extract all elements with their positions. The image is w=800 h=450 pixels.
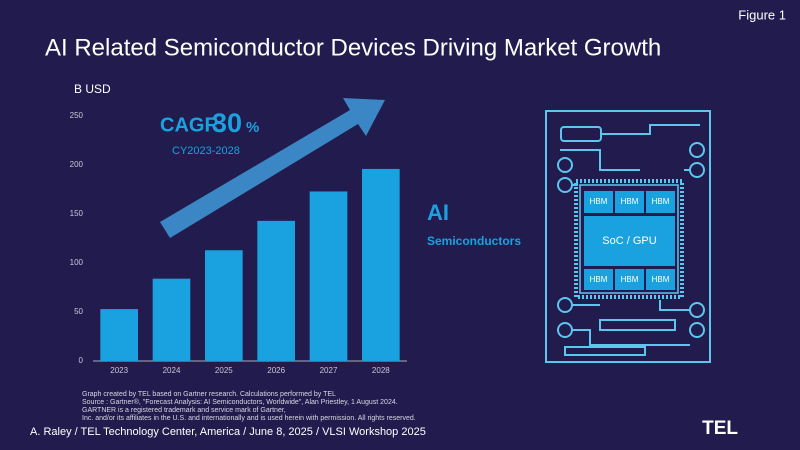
- hbm-block: [584, 269, 613, 290]
- bar: [309, 191, 348, 361]
- chip-blocks: [584, 191, 675, 290]
- cagr-value: 30: [212, 108, 242, 138]
- x-tick-label: 2024: [163, 366, 181, 375]
- x-tick-label: 2027: [320, 366, 338, 375]
- y-axis-label: B USD: [74, 82, 111, 96]
- bar: [204, 250, 243, 361]
- figure-label: Figure 1: [738, 7, 786, 22]
- chip-diagram: [545, 110, 711, 363]
- hbm-label: HBM: [621, 197, 639, 206]
- hbm-block: [615, 191, 644, 213]
- hbm-block: [646, 191, 675, 213]
- board-outline: [545, 110, 711, 363]
- pad: [689, 322, 705, 338]
- soc-block: [584, 216, 675, 266]
- slide-title: AI Related Semiconductor Devices Driving…: [45, 34, 661, 61]
- trace: [601, 124, 700, 135]
- cagr-label: CAGR: [160, 114, 219, 136]
- growth-arrow: [160, 98, 385, 238]
- bar: [100, 309, 139, 361]
- pad: [689, 142, 705, 158]
- bar: [361, 168, 400, 361]
- trace: [572, 304, 690, 346]
- bar: [257, 220, 296, 361]
- hbm-label: HBM: [590, 197, 608, 206]
- source-note: GARTNER is a registered trademark and se…: [82, 407, 286, 414]
- y-tick-label: 0: [79, 356, 84, 365]
- diagram-heading: AI: [427, 200, 449, 225]
- trace: [599, 319, 676, 331]
- plot: 0 50 100 150 200 250 2023 2024 2025 2026 2027 2028: [70, 111, 407, 375]
- hbm-label: HBM: [590, 275, 608, 284]
- source-note: Graph created by TEL based on Gartner re…: [82, 391, 336, 398]
- diagram-subheading: Semiconductors: [427, 234, 521, 248]
- hbm-block: [615, 269, 644, 290]
- hbm-label: HBM: [652, 197, 670, 206]
- footer: A. Raley / TEL Technology Center, Americ…: [30, 426, 426, 438]
- source-note: Inc. and/or its affiliates in the U.S. a…: [82, 415, 416, 422]
- y-tick-label: 100: [70, 258, 84, 267]
- hbm-label: HBM: [652, 275, 670, 284]
- hbm-block: [584, 191, 613, 213]
- y-tick-label: 50: [74, 307, 83, 316]
- y-tick-label: 250: [70, 111, 84, 120]
- pad: [557, 157, 573, 173]
- x-tick-label: 2023: [110, 366, 128, 375]
- cagr-period: CY2023-2028: [172, 145, 240, 157]
- logo: TEL: [702, 418, 738, 439]
- cagr-unit: %: [246, 119, 259, 136]
- x-tick-label: 2025: [215, 366, 233, 375]
- y-tick-label: 200: [70, 160, 84, 169]
- x-tick-label: 2026: [267, 366, 285, 375]
- core-label: SoC / GPU: [602, 235, 656, 247]
- chip-pins: [574, 179, 684, 299]
- trace: [560, 149, 640, 171]
- y-tick-label: 150: [70, 209, 84, 218]
- x-tick-label: 2028: [372, 366, 390, 375]
- bar: [152, 278, 191, 361]
- trace: [564, 346, 646, 356]
- hbm-label: HBM: [621, 275, 639, 284]
- hbm-block: [646, 269, 675, 290]
- source-note: Source : Gartner®, "Forecast Analysis: A…: [82, 398, 398, 406]
